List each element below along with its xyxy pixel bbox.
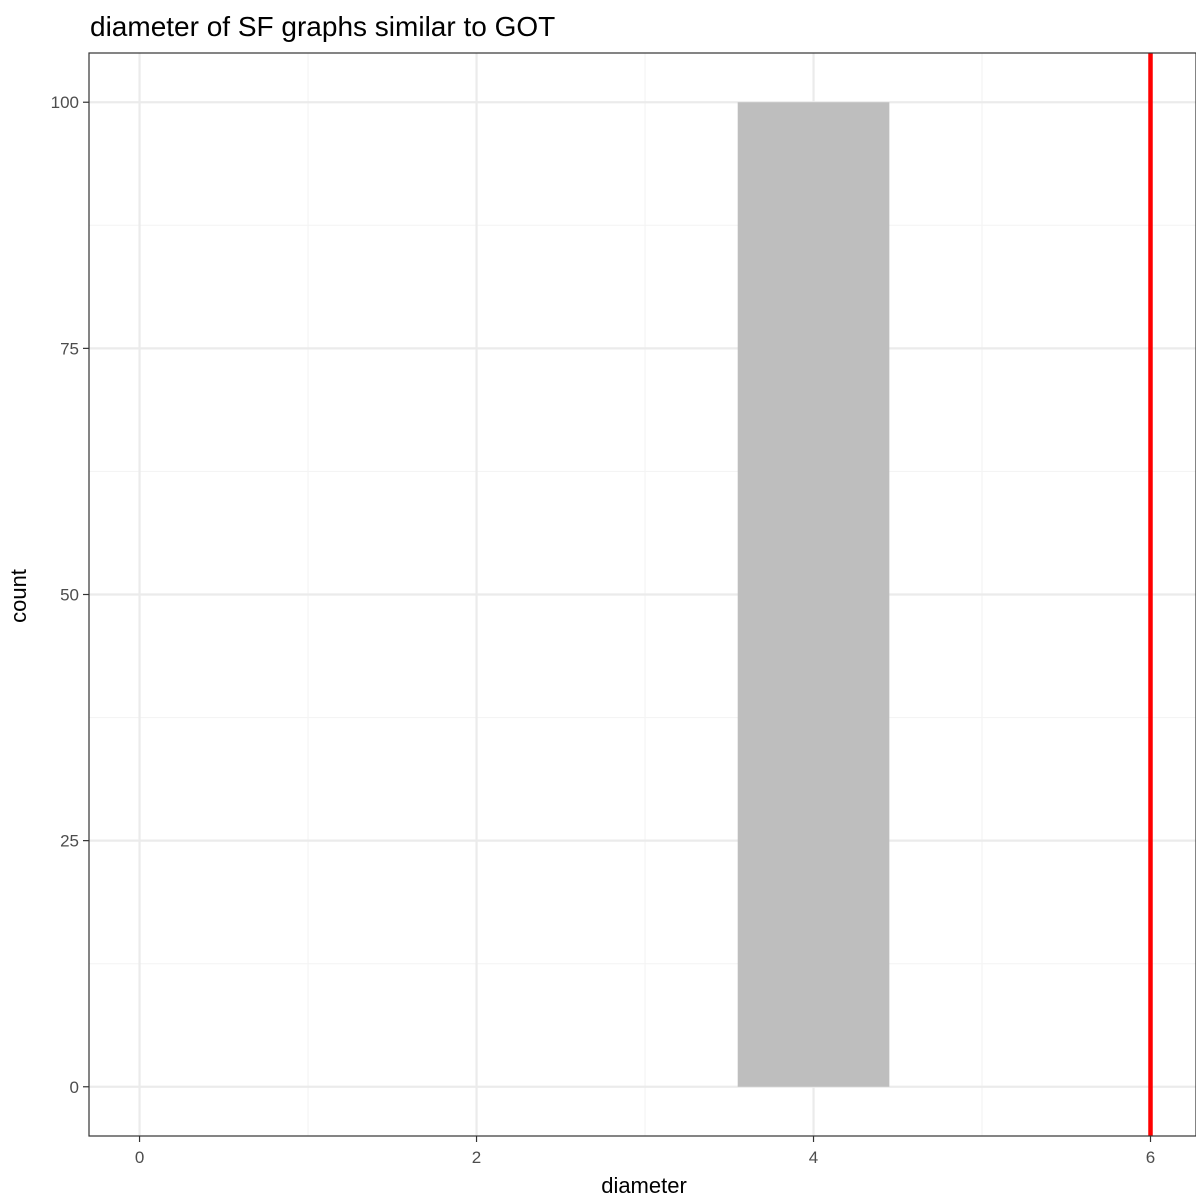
x-tick-label: 2 (472, 1148, 481, 1167)
bars (737, 102, 890, 1087)
x-axis: 0 2 4 6 (135, 1136, 1155, 1167)
x-tick-label: 6 (1146, 1148, 1155, 1167)
chart-title: diameter of SF graphs similar to GOT (90, 11, 555, 42)
y-tick-label: 100 (51, 93, 79, 112)
y-tick-label: 50 (60, 586, 79, 605)
y-axis-label: count (6, 569, 31, 623)
x-tick-label: 4 (809, 1148, 818, 1167)
y-tick-label: 0 (70, 1078, 79, 1097)
y-axis: 0 25 50 75 100 (51, 93, 89, 1097)
histogram-bar (737, 102, 890, 1087)
y-tick-label: 25 (60, 832, 79, 851)
major-grid (89, 53, 1196, 1136)
x-axis-label: diameter (601, 1173, 687, 1198)
y-tick-label: 75 (60, 339, 79, 358)
x-tick-label: 0 (135, 1148, 144, 1167)
